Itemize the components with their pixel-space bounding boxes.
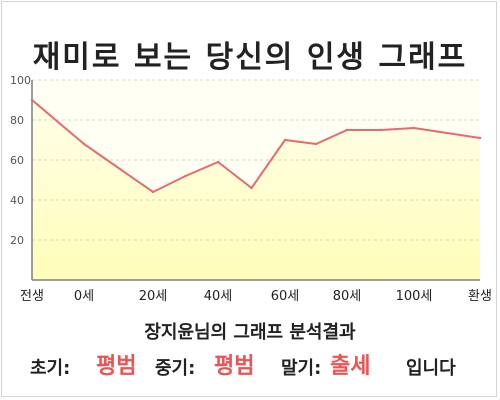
x-tick-label-6: 100세 bbox=[396, 289, 433, 304]
data-point-50세 bbox=[250, 186, 253, 190]
data-point-90세 bbox=[379, 128, 382, 132]
y-tick-label-60: 60 bbox=[10, 154, 24, 167]
late-value: 출세 bbox=[330, 354, 371, 379]
series-line bbox=[31, 99, 481, 194]
x-tick-label-0: 전생 bbox=[20, 289, 44, 304]
data-point-60세 bbox=[283, 138, 287, 142]
data-point-0세 bbox=[82, 142, 86, 146]
early-label: 초기: bbox=[30, 358, 71, 379]
y-tick-label-40: 40 bbox=[10, 194, 24, 207]
x-tick-label-5: 80세 bbox=[333, 289, 362, 304]
mid-label: 중기: bbox=[155, 358, 196, 379]
x-tick-label-3: 40세 bbox=[204, 289, 233, 304]
mid-value: 평범 bbox=[214, 354, 255, 379]
y-tick-label-20: 20 bbox=[10, 234, 24, 247]
data-point-30세 bbox=[184, 174, 187, 178]
data-point-20세 bbox=[151, 190, 155, 194]
data-point-100세 bbox=[412, 126, 416, 130]
summary-heading: 장지윤님의 그래프 분석결과 bbox=[144, 322, 356, 343]
closing-text: 입니다 bbox=[406, 358, 456, 379]
x-tick-label-2: 20세 bbox=[139, 289, 168, 304]
y-tick-label-80: 80 bbox=[10, 114, 24, 127]
data-point-80세 bbox=[345, 128, 349, 132]
data-point-40세 bbox=[216, 160, 220, 164]
early-value: 평범 bbox=[96, 354, 137, 379]
result-line: 초기: 평범 중기: 평범 말기: 출세 입니다 bbox=[0, 344, 500, 380]
y-tick-label-100: 100 bbox=[10, 74, 31, 87]
data-point-70세 bbox=[314, 142, 318, 146]
data-point-환생 bbox=[478, 136, 482, 140]
x-tick-label-7: 환생 bbox=[468, 289, 492, 304]
x-tick-label-1: 0세 bbox=[74, 289, 94, 304]
area-fill bbox=[32, 100, 480, 280]
data-point-전생 bbox=[30, 98, 34, 102]
chart-title: 재미로 보는 당신의 인생 그래프 bbox=[32, 40, 468, 75]
x-tick-label-4: 60세 bbox=[271, 289, 300, 304]
late-label: 말기: bbox=[281, 358, 322, 379]
